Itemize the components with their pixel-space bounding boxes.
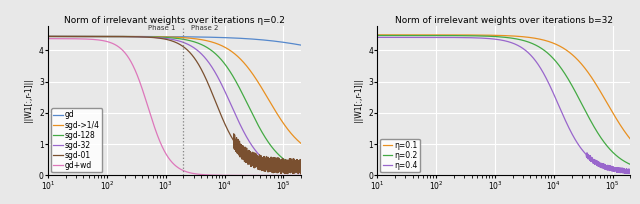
η=0.4 [481, 37, 489, 40]
sgd->1/4 [298, 142, 305, 145]
Legend: η=0.1, η=0.2, η=0.4: η=0.1, η=0.2, η=0.4 [380, 139, 420, 172]
η=0.2 [373, 34, 381, 37]
sgd-32 [152, 36, 160, 39]
gd+wd [88, 38, 96, 41]
sgd-32 [73, 35, 81, 38]
Line: η=0.1: η=0.1 [377, 35, 630, 139]
sgd-32 [292, 171, 300, 174]
sgd->1/4 [292, 138, 300, 140]
sgd-32 [88, 35, 96, 38]
Title: Norm of irrelevant weights over iterations b=32: Norm of irrelevant weights over iteratio… [395, 16, 612, 25]
η=0.2 [402, 34, 410, 37]
Line: η=0.4: η=0.4 [377, 37, 630, 174]
Line: sgd-01: sgd-01 [48, 37, 301, 174]
gd [88, 35, 96, 38]
gd+wd [73, 38, 81, 40]
sgd-01 [152, 37, 160, 39]
sgd-01 [44, 35, 52, 38]
sgd-128 [292, 165, 300, 168]
sgd-128 [152, 36, 160, 38]
η=0.1 [402, 34, 410, 36]
η=0.1 [417, 34, 425, 36]
η=0.4 [595, 164, 602, 166]
gd [292, 43, 300, 45]
Line: gd: gd [48, 37, 301, 45]
η=0.4 [402, 36, 410, 39]
sgd->1/4 [88, 35, 96, 38]
η=0.1 [470, 34, 478, 36]
sgd-01 [297, 173, 305, 175]
η=0.1 [595, 86, 602, 89]
Line: sgd-128: sgd-128 [48, 37, 301, 168]
η=0.4 [373, 36, 381, 39]
η=0.4 [470, 37, 478, 39]
sgd-128 [73, 35, 81, 38]
Text: Phase 2: Phase 2 [191, 25, 218, 31]
sgd-32 [44, 35, 52, 38]
Legend: gd, sgd->1/4, sgd-128, sgd-32, sgd-01, gd+wd: gd, sgd->1/4, sgd-128, sgd-32, sgd-01, g… [51, 108, 102, 172]
sgd-128 [44, 35, 52, 38]
η=0.1 [481, 34, 489, 36]
sgd-32 [298, 172, 305, 174]
η=0.4 [627, 168, 634, 171]
η=0.2 [481, 35, 489, 37]
Title: Norm of irrelevant weights over iterations η=0.2: Norm of irrelevant weights over iteratio… [64, 16, 285, 25]
η=0.2 [621, 161, 629, 163]
Y-axis label: ||W1[:,r-1]||: ||W1[:,r-1]|| [24, 79, 33, 122]
sgd-01 [265, 161, 273, 163]
sgd-32 [265, 162, 273, 165]
gd+wd [292, 174, 300, 177]
sgd-01 [298, 162, 305, 164]
η=0.4 [625, 172, 632, 175]
η=0.1 [373, 34, 381, 36]
gd [152, 35, 160, 38]
sgd-01 [88, 35, 96, 38]
η=0.2 [470, 35, 478, 37]
sgd-128 [298, 167, 305, 170]
gd+wd [152, 130, 160, 133]
sgd->1/4 [265, 99, 273, 101]
gd+wd [298, 174, 305, 177]
η=0.4 [621, 170, 629, 172]
η=0.2 [595, 132, 602, 135]
sgd-128 [265, 142, 273, 144]
sgd-32 [141, 36, 149, 38]
gd [265, 39, 273, 42]
sgd-128 [88, 35, 96, 38]
Line: sgd-32: sgd-32 [48, 37, 301, 173]
η=0.2 [627, 163, 634, 166]
η=0.4 [417, 36, 425, 39]
Line: η=0.2: η=0.2 [377, 35, 630, 164]
sgd->1/4 [73, 35, 81, 38]
sgd->1/4 [152, 35, 160, 38]
gd+wd [44, 37, 52, 40]
η=0.1 [627, 138, 634, 140]
sgd-01 [292, 168, 300, 171]
sgd-128 [141, 35, 149, 38]
sgd->1/4 [44, 35, 52, 38]
sgd-01 [141, 36, 149, 38]
gd [44, 35, 52, 38]
η=0.1 [621, 131, 629, 134]
gd+wd [141, 96, 149, 99]
Text: Phase 1: Phase 1 [148, 25, 176, 31]
sgd->1/4 [141, 35, 149, 38]
gd [73, 35, 81, 38]
gd [141, 35, 149, 38]
η=0.2 [417, 34, 425, 37]
sgd-01 [73, 35, 81, 38]
Line: gd+wd: gd+wd [48, 39, 301, 175]
gd [298, 44, 305, 46]
gd+wd [265, 174, 273, 177]
Line: sgd->1/4: sgd->1/4 [48, 37, 301, 144]
Y-axis label: ||W1[:,r-1]||: ||W1[:,r-1]|| [353, 79, 363, 122]
